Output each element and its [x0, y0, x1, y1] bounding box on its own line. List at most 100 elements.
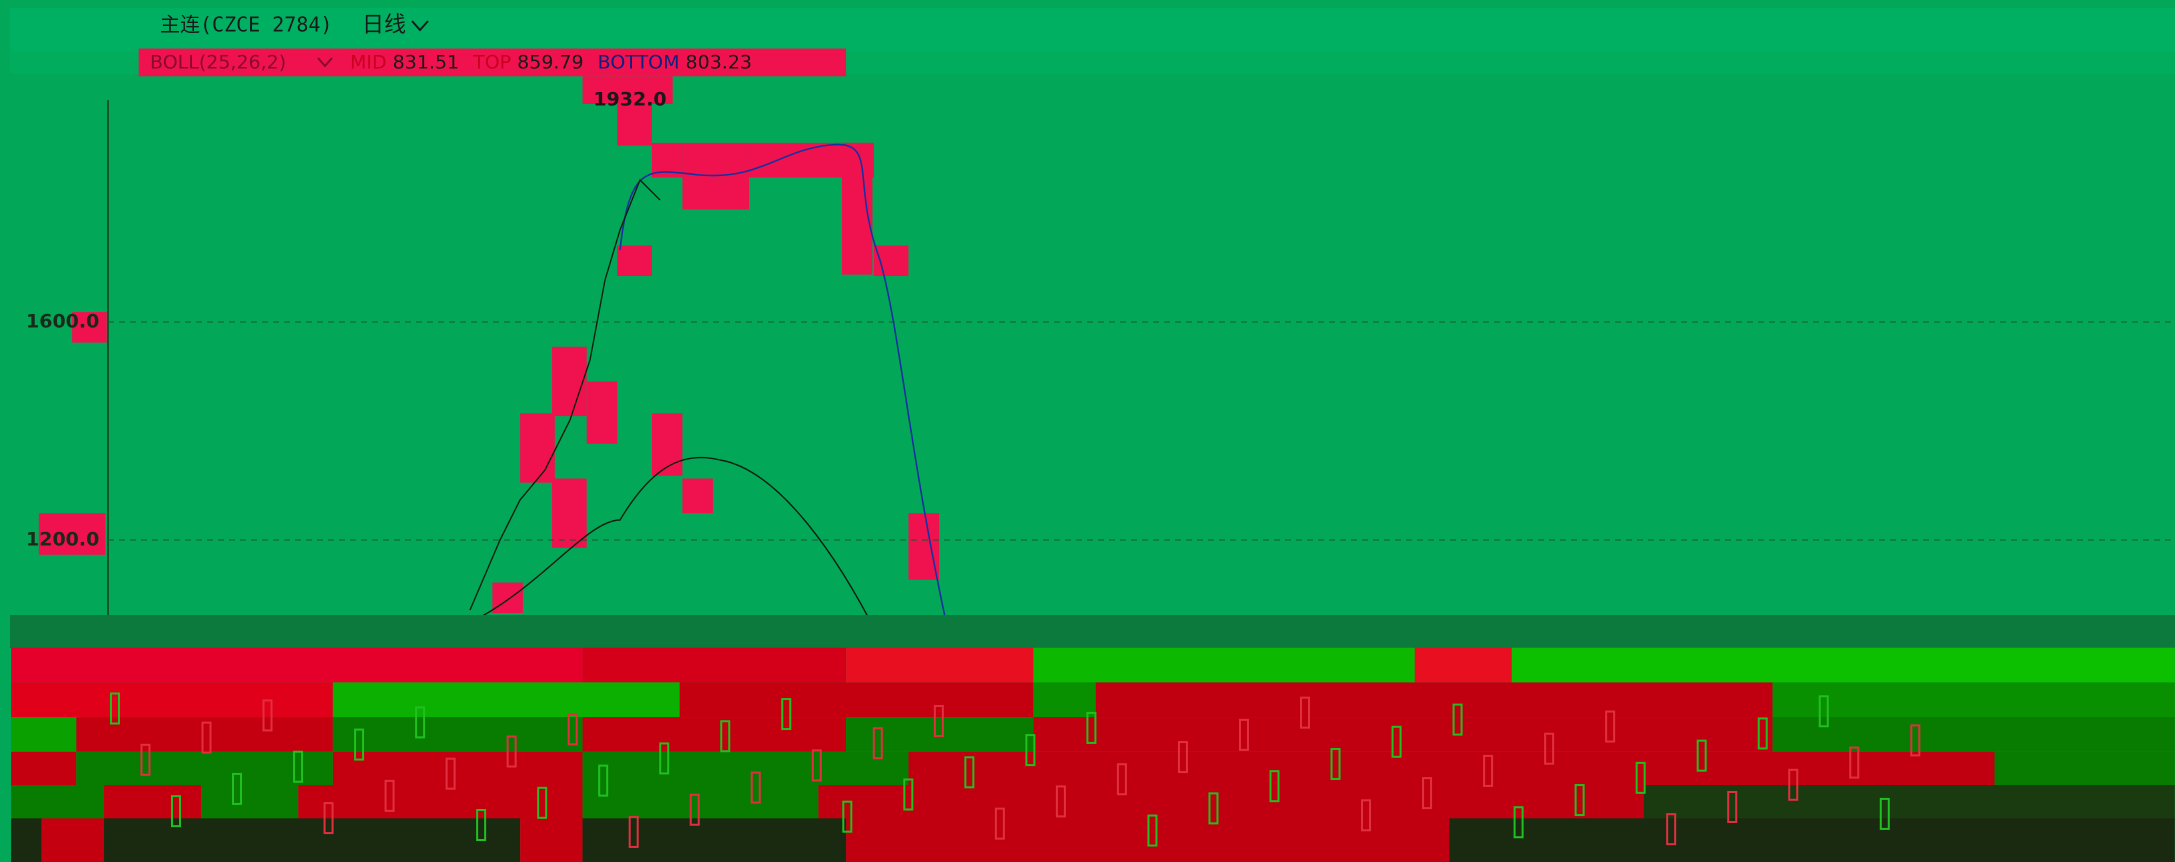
glitch-band: [11, 682, 333, 718]
candle-glyph: [1788, 768, 1799, 801]
candle-glyph: [1818, 695, 1829, 728]
candle-glyph: [1177, 741, 1188, 774]
candle-glyph: [537, 786, 548, 819]
candle-glyph: [1086, 711, 1097, 744]
glitch-band: [582, 717, 847, 752]
candle-glyph: [1025, 734, 1036, 767]
glitch-band: [679, 682, 1034, 718]
candle-glyph: [354, 728, 365, 761]
glitch-band: [1772, 717, 2175, 752]
lower-band: [10, 615, 2175, 648]
candle-glyph: [1666, 813, 1677, 846]
candle-glyph: [933, 704, 944, 737]
glitch-band: [11, 818, 42, 862]
candle-glyph: [1513, 806, 1524, 839]
indicator-label: BOTTOM: [598, 52, 680, 74]
y-tick-label: 1200.0: [26, 529, 99, 551]
glitch-band: [11, 751, 77, 787]
candle-glyph: [689, 793, 700, 826]
candle-glyph: [1483, 754, 1494, 787]
candle-glyph: [293, 750, 304, 783]
candle-glyph: [109, 692, 120, 725]
glitch-block: [38, 513, 106, 555]
price-line: [469, 178, 661, 611]
candle-glyph: [1147, 814, 1158, 847]
glitch-band: [332, 717, 583, 752]
glitch-block: [520, 413, 555, 483]
indicator-value: 803.23: [686, 52, 752, 74]
glitch-band: [104, 818, 521, 862]
candle-glyph: [964, 756, 975, 789]
glitch-band: [846, 717, 1034, 752]
glitch-band: [582, 751, 909, 787]
glitch-band: [1994, 751, 2175, 787]
glitch-band: [11, 717, 77, 752]
glitch-band: [41, 818, 105, 862]
glitch-band: [1414, 647, 1512, 683]
period[interactable]: 日线: [362, 13, 406, 38]
candle-glyph: [720, 720, 731, 753]
candle-glyph: [1391, 725, 1402, 758]
glitch-band: [298, 785, 583, 820]
candle-glyph: [384, 779, 395, 812]
glitch-block: [908, 513, 939, 580]
candle-glyph: [994, 807, 1005, 840]
candle-glyph: [781, 698, 792, 731]
glitch-band: [201, 785, 299, 820]
candle-glyph: [1330, 747, 1341, 780]
glitch-band: [1033, 717, 1773, 752]
glitch-band: [818, 785, 1644, 820]
glitch-band: [332, 751, 583, 787]
glitch-band: [582, 785, 819, 820]
candle-glyph: [628, 815, 639, 848]
boll-line: [619, 143, 951, 641]
glitch-band: [582, 818, 847, 862]
candle-glyph: [872, 727, 883, 760]
mid-line: [419, 456, 881, 641]
candle-glyph: [1055, 785, 1066, 818]
candle-glyph: [1238, 718, 1249, 751]
period-dropdown[interactable]: [411, 20, 429, 32]
symbol[interactable]: 主连(CZCE 2784): [160, 13, 332, 37]
candle-glyph: [659, 742, 670, 775]
candle-glyph: [506, 735, 517, 768]
glitch-band: [1511, 647, 2175, 683]
glitch-band: [1772, 682, 2175, 718]
glitch-block: [841, 142, 873, 275]
candle-glyph: [567, 713, 578, 746]
glitch-block: [552, 346, 587, 417]
candle-glyph: [1635, 761, 1646, 794]
candle-glyph: [415, 706, 426, 739]
candle-glyph: [1879, 797, 1890, 830]
candle-glyph: [1208, 792, 1219, 825]
candle-glyph: [201, 721, 212, 754]
candle-glyph: [1544, 732, 1555, 765]
glitch-block: [582, 76, 673, 105]
candle-glyph: [323, 802, 334, 835]
candle-glyph: [1269, 770, 1280, 803]
glitch-band: [332, 682, 680, 718]
glitch-band: [104, 785, 202, 820]
candle-glyph: [170, 795, 181, 828]
indicator-dropdown: [317, 57, 333, 68]
glitch-band: [11, 647, 583, 683]
candle-glyph: [1757, 717, 1768, 750]
candle-glyph: [1422, 777, 1433, 810]
candle-glyph: [476, 809, 487, 842]
indicator-label: TOP: [472, 52, 511, 74]
glitch-band: [11, 785, 105, 820]
indicator-name: BOLL(25,26,2): [150, 52, 286, 74]
header-bar: [10, 8, 2175, 52]
glitch-block: [617, 245, 652, 277]
candle-glyph: [598, 764, 609, 797]
candle-glyph: [1574, 784, 1585, 817]
glitch-band: [1033, 682, 1096, 718]
glitch-block: [72, 312, 107, 343]
candle-glyph: [1849, 746, 1860, 779]
candle-glyph: [1361, 799, 1372, 832]
candle-glyph: [140, 743, 151, 776]
candle-glyph: [445, 757, 456, 790]
glitch-block: [682, 478, 713, 514]
glitch-band: [846, 647, 1034, 683]
